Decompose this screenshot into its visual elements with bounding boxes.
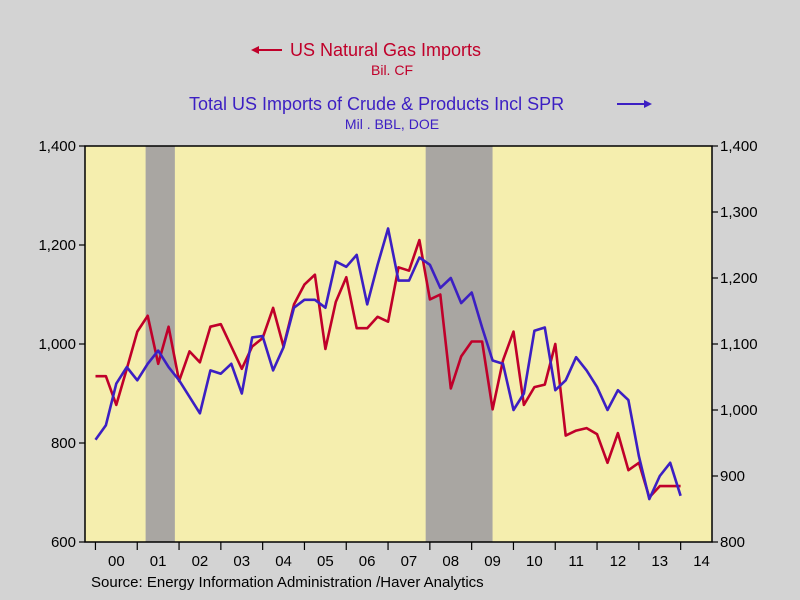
x-tick-label: 02 bbox=[192, 553, 209, 570]
y-right-tick-label: 1,300 bbox=[720, 204, 758, 221]
y-axis-right: 800 900 1,000 1,100 1,200 1,300 1,400 bbox=[712, 138, 758, 551]
x-tick-label: 14 bbox=[693, 553, 710, 570]
y-right-tick-label: 1,400 bbox=[720, 138, 758, 155]
y-left-tick-label: 800 bbox=[51, 435, 76, 452]
oil-legend-arrow-icon bbox=[644, 100, 652, 108]
x-tick-label: 05 bbox=[317, 553, 334, 570]
y-axis-left: 600 800 1,000 1,200 1,400 bbox=[38, 138, 85, 551]
crude-imports-line bbox=[94, 227, 682, 501]
chart-title-units: Bil. CF bbox=[371, 62, 413, 78]
x-tick-label: 11 bbox=[568, 553, 584, 570]
x-tick-label: 00 bbox=[108, 553, 125, 570]
x-tick-label: 10 bbox=[526, 553, 543, 570]
x-tick-label: 07 bbox=[401, 553, 418, 570]
y-left-tick-label: 600 bbox=[51, 534, 76, 551]
gas-legend: US Natural Gas Imports bbox=[251, 40, 481, 60]
y-left-tick-label: 1,200 bbox=[38, 237, 76, 254]
plot-area bbox=[84, 145, 713, 543]
x-tick-label: 13 bbox=[651, 553, 668, 570]
x-tick-label: 12 bbox=[610, 553, 627, 570]
x-tick-label: 08 bbox=[442, 553, 459, 570]
plot-background bbox=[85, 146, 712, 542]
gas-imports-line bbox=[95, 238, 681, 499]
gas-legend-arrow-icon bbox=[251, 46, 259, 54]
recession-bands bbox=[145, 146, 493, 542]
x-tick-label: 01 bbox=[150, 553, 167, 570]
y-right-tick-label: 800 bbox=[720, 534, 745, 551]
x-tick-label: 04 bbox=[275, 553, 292, 570]
y-left-tick-label: 1,400 bbox=[38, 138, 76, 155]
chart-header: US Natural Gas Imports Bil. CF Total US … bbox=[189, 40, 652, 132]
chart-subtitle: Total US Imports of Crude & Products Inc… bbox=[189, 94, 564, 114]
y-right-tick-label: 900 bbox=[720, 468, 745, 485]
chart-title: US Natural Gas Imports bbox=[290, 40, 481, 60]
source-note: Source: Energy Information Administratio… bbox=[91, 574, 484, 591]
oil-legend: Total US Imports of Crude & Products Inc… bbox=[189, 94, 652, 114]
chart-subtitle-units: Mil . BBL, DOE bbox=[345, 116, 439, 132]
x-axis: 00 01 02 03 04 05 06 07 08 09 10 11 12 13 14 bbox=[94, 542, 710, 570]
y-left-tick-label: 1,000 bbox=[38, 336, 76, 353]
x-tick-label: 03 bbox=[233, 553, 250, 570]
y-right-tick-label: 1,200 bbox=[720, 270, 758, 287]
x-tick-label: 09 bbox=[484, 553, 501, 570]
y-right-tick-label: 1,000 bbox=[720, 402, 758, 419]
recession-band-1 bbox=[145, 146, 175, 542]
series-lines bbox=[94, 227, 682, 501]
x-tick-label: 06 bbox=[359, 553, 376, 570]
y-right-tick-label: 1,100 bbox=[720, 336, 758, 353]
